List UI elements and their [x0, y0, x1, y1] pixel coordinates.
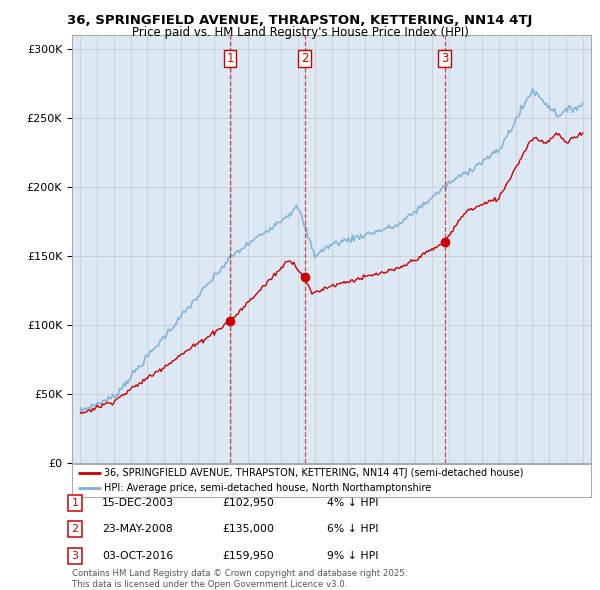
Text: 3: 3: [71, 551, 79, 560]
Text: 9% ↓ HPI: 9% ↓ HPI: [327, 551, 379, 560]
Text: 3: 3: [441, 52, 448, 65]
Text: 6% ↓ HPI: 6% ↓ HPI: [327, 525, 379, 534]
Text: 03-OCT-2016: 03-OCT-2016: [102, 551, 173, 560]
Text: HPI: Average price, semi-detached house, North Northamptonshire: HPI: Average price, semi-detached house,…: [104, 483, 431, 493]
Text: 1: 1: [71, 498, 79, 507]
Text: 4% ↓ HPI: 4% ↓ HPI: [327, 498, 379, 507]
Text: 36, SPRINGFIELD AVENUE, THRAPSTON, KETTERING, NN14 4TJ: 36, SPRINGFIELD AVENUE, THRAPSTON, KETTE…: [67, 14, 533, 27]
Text: £135,000: £135,000: [222, 525, 274, 534]
Text: £159,950: £159,950: [222, 551, 274, 560]
Text: 2: 2: [301, 52, 308, 65]
Text: £102,950: £102,950: [222, 498, 274, 507]
Text: 15-DEC-2003: 15-DEC-2003: [102, 498, 174, 507]
Text: Price paid vs. HM Land Registry's House Price Index (HPI): Price paid vs. HM Land Registry's House …: [131, 26, 469, 39]
Text: 36, SPRINGFIELD AVENUE, THRAPSTON, KETTERING, NN14 4TJ (semi-detached house): 36, SPRINGFIELD AVENUE, THRAPSTON, KETTE…: [104, 468, 524, 478]
Text: 2: 2: [71, 525, 79, 534]
Text: 1: 1: [227, 52, 234, 65]
Text: Contains HM Land Registry data © Crown copyright and database right 2025.
This d: Contains HM Land Registry data © Crown c…: [72, 569, 407, 589]
Text: 23-MAY-2008: 23-MAY-2008: [102, 525, 173, 534]
